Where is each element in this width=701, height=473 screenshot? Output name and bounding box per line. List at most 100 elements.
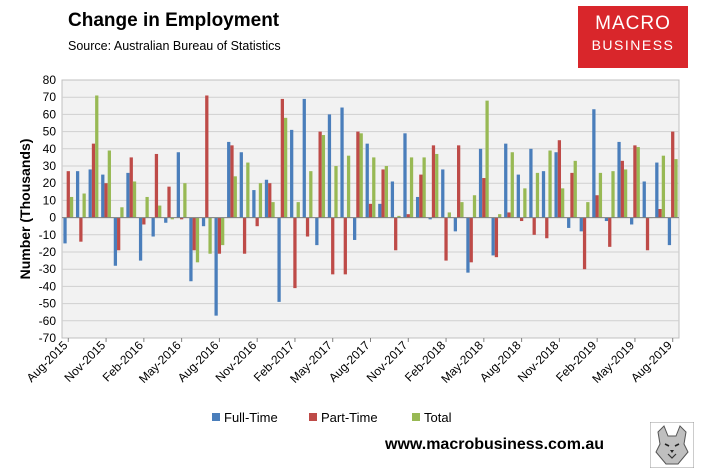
bar-part-time-26 <box>394 217 398 251</box>
legend-label: Part-Time <box>321 410 378 425</box>
x-tick-label: Nov-2017 <box>364 338 411 385</box>
bar-total-42 <box>598 172 603 218</box>
bar-part-time-44 <box>620 160 624 218</box>
bar-part-time-11 <box>205 95 209 218</box>
bar-total-43 <box>611 171 615 218</box>
bar-total-44 <box>623 169 628 218</box>
bar-full-time-33 <box>478 148 483 218</box>
y-tick-label: -10 <box>39 228 57 242</box>
bar-full-time-5 <box>126 172 130 218</box>
bar-total-0 <box>69 196 74 218</box>
bar-part-time-42 <box>595 195 599 218</box>
y-tick-label: -20 <box>39 245 57 259</box>
y-axis-label: Number (Thousands) <box>17 139 33 280</box>
bar-full-time-22 <box>340 107 344 218</box>
bar-full-time-38 <box>541 171 546 218</box>
bar-full-time-36 <box>516 174 520 218</box>
x-tick-label: May-2018 <box>438 338 486 386</box>
bar-total-25 <box>384 166 388 218</box>
bar-part-time-39 <box>557 140 562 218</box>
bar-full-time-16 <box>264 179 269 218</box>
bar-full-time-20 <box>315 217 319 246</box>
bar-total-48 <box>674 159 678 218</box>
bar-total-19 <box>309 171 313 218</box>
bar-part-time-38 <box>545 217 549 239</box>
bar-full-time-39 <box>554 152 558 218</box>
bar-total-24 <box>372 157 376 218</box>
y-tick-label: 0 <box>49 211 56 225</box>
bar-total-6 <box>145 196 149 218</box>
bar-full-time-34 <box>491 217 495 256</box>
bar-full-time-43 <box>604 217 609 222</box>
bar-total-37 <box>535 172 540 218</box>
bar-total-3 <box>107 150 111 218</box>
y-tick-label: -60 <box>39 314 57 328</box>
bar-part-time-48 <box>671 131 675 218</box>
bar-part-time-34 <box>494 217 499 258</box>
y-tick-label: 50 <box>43 125 57 139</box>
chart-legend: Full-Time Part-Time Total <box>212 410 452 425</box>
bar-part-time-43 <box>608 217 612 247</box>
bar-total-14 <box>246 162 250 218</box>
chart-subtitle: Source: Australian Bureau of Statistics <box>68 39 281 53</box>
bar-full-time-18 <box>290 129 294 218</box>
bar-full-time-31 <box>453 217 457 232</box>
y-tick-label: 40 <box>43 142 57 156</box>
bar-part-time-37 <box>532 217 536 235</box>
bar-part-time-23 <box>356 131 360 218</box>
bar-total-38 <box>548 150 552 218</box>
bar-total-36 <box>523 188 527 218</box>
bar-part-time-28 <box>419 174 423 218</box>
bar-part-time-40 <box>570 172 574 218</box>
bar-total-39 <box>561 188 565 218</box>
logo-line-2: BUSINESS <box>591 37 675 53</box>
bar-part-time-18 <box>293 217 297 289</box>
bar-total-13 <box>233 176 237 218</box>
bar-part-time-4 <box>117 217 121 251</box>
bar-part-time-0 <box>66 171 70 218</box>
y-tick-label: -70 <box>39 331 57 345</box>
bar-full-time-40 <box>567 217 571 228</box>
bar-full-time-23 <box>353 217 357 240</box>
y-tick-label: -50 <box>39 297 57 311</box>
bar-part-time-6 <box>142 217 146 225</box>
bar-part-time-41 <box>582 217 587 270</box>
bar-part-time-7 <box>154 153 159 218</box>
bar-part-time-32 <box>469 217 473 263</box>
bar-total-15 <box>258 183 263 218</box>
bar-total-26 <box>397 215 401 218</box>
bar-part-time-21 <box>331 217 335 275</box>
bar-total-5 <box>132 181 137 218</box>
bar-full-time-48 <box>667 217 672 246</box>
bar-part-time-29 <box>431 145 436 218</box>
y-tick-label: -40 <box>39 279 57 293</box>
bar-total-17 <box>283 117 288 218</box>
x-tick-label: May-2019 <box>589 338 637 386</box>
bar-full-time-17 <box>277 217 281 302</box>
bar-part-time-12 <box>217 217 222 254</box>
bar-total-34 <box>498 214 502 218</box>
legend-swatch-0 <box>212 413 220 421</box>
bar-total-1 <box>82 193 86 218</box>
bar-total-41 <box>586 202 590 218</box>
bar-total-35 <box>510 152 514 218</box>
bar-full-time-7 <box>151 217 155 237</box>
bar-full-time-26 <box>390 181 395 218</box>
bar-full-time-41 <box>579 217 583 232</box>
bar-part-time-47 <box>658 209 662 218</box>
bar-total-7 <box>158 205 162 218</box>
bar-full-time-45 <box>630 217 634 225</box>
bar-part-time-16 <box>268 183 272 218</box>
bar-total-28 <box>422 157 426 218</box>
bar-total-20 <box>321 135 326 218</box>
y-tick-label: 70 <box>43 90 57 104</box>
bar-full-time-12 <box>214 217 218 316</box>
bar-total-9 <box>183 183 187 218</box>
x-tick-label: May-2017 <box>287 338 335 386</box>
bar-total-10 <box>195 217 200 263</box>
bar-part-time-14 <box>242 217 247 254</box>
bar-total-33 <box>485 100 489 218</box>
y-tick-label: 30 <box>43 159 57 173</box>
